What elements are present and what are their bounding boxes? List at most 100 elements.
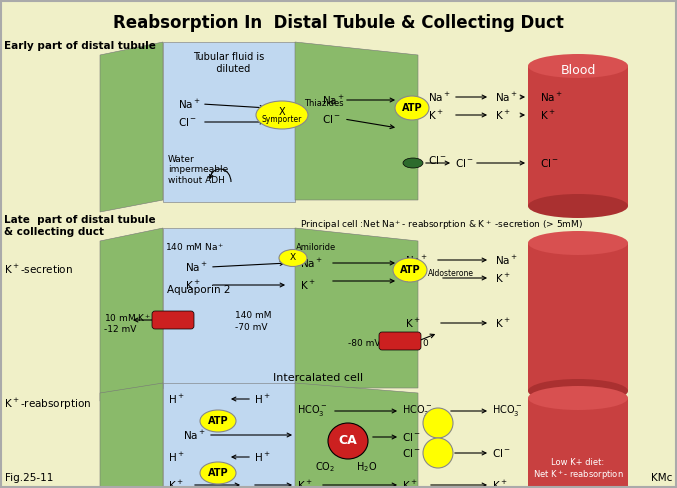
Text: Cl$^-$: Cl$^-$ (492, 447, 511, 459)
Ellipse shape (423, 408, 453, 438)
Text: ATP: ATP (401, 103, 422, 113)
Text: Na$^+$: Na$^+$ (178, 98, 201, 111)
Text: Intercalated cell: Intercalated cell (273, 373, 363, 383)
Text: H$_2$O: H$_2$O (356, 460, 377, 474)
Ellipse shape (395, 96, 429, 120)
Text: Aldosterone: Aldosterone (428, 268, 474, 278)
Text: ATP: ATP (399, 265, 420, 275)
FancyBboxPatch shape (379, 332, 421, 350)
Bar (528, 243, 628, 391)
Text: Thiazides: Thiazides (304, 100, 344, 108)
Text: X: X (279, 107, 285, 117)
Ellipse shape (528, 231, 628, 255)
Text: Low K+ diet:
Net K$^+$- reabsorption: Low K+ diet: Net K$^+$- reabsorption (533, 458, 624, 482)
Text: K$^+$: K$^+$ (495, 271, 510, 285)
Text: Cl$^-$: Cl$^-$ (455, 157, 474, 169)
Text: Cl$^-$: Cl$^-$ (322, 113, 341, 125)
Text: H$^+$: H$^+$ (168, 450, 185, 464)
Text: Water
impermeable
without ADH: Water impermeable without ADH (168, 155, 228, 185)
Text: K$^+$: K$^+$ (300, 279, 315, 291)
Text: 140 mM: 140 mM (235, 310, 271, 320)
Bar (163, 383, 295, 488)
Text: 10 mM K$^+$: 10 mM K$^+$ (104, 312, 152, 324)
Ellipse shape (279, 249, 307, 266)
Bar (528, 398, 628, 488)
Text: Cl$^-$: Cl$^-$ (428, 154, 447, 166)
Text: Cl$^-$: Cl$^-$ (540, 157, 559, 169)
Text: H$^+$: H$^+$ (168, 392, 185, 406)
Ellipse shape (200, 462, 236, 484)
Text: Fig.25-11: Fig.25-11 (5, 473, 53, 483)
Text: K$^+$: K$^+$ (428, 108, 443, 122)
Text: HCO$_3^-$: HCO$_3^-$ (492, 404, 522, 419)
Text: Na$^+$: Na$^+$ (540, 90, 563, 103)
Text: HCO$_3^-$: HCO$_3^-$ (402, 404, 432, 419)
Text: Symporter: Symporter (262, 115, 302, 123)
Ellipse shape (528, 54, 628, 78)
Text: Na$^+$: Na$^+$ (183, 428, 206, 442)
Polygon shape (100, 228, 163, 401)
Text: Na$^+$: Na$^+$ (495, 90, 518, 103)
Text: K$^+$-secretion: K$^+$-secretion (4, 263, 73, 276)
Text: CA: CA (338, 434, 357, 447)
Text: K$^+$: K$^+$ (402, 478, 418, 488)
Ellipse shape (256, 101, 308, 129)
Text: Aquaporin 2: Aquaporin 2 (167, 285, 230, 295)
Bar (163, 228, 295, 388)
Bar (163, 42, 295, 202)
Text: Na$^+$: Na$^+$ (405, 253, 428, 266)
Text: HCO$_3^-$: HCO$_3^-$ (297, 404, 327, 419)
Text: Tubular fluid is
   diluted: Tubular fluid is diluted (194, 52, 265, 74)
FancyBboxPatch shape (152, 311, 194, 329)
Ellipse shape (528, 386, 628, 410)
Text: -70 mV: -70 mV (235, 324, 267, 332)
Text: Na$^+$: Na$^+$ (495, 253, 518, 266)
Text: K$^+$: K$^+$ (495, 316, 510, 329)
Text: K$^+$: K$^+$ (492, 478, 508, 488)
Text: X: X (290, 252, 296, 262)
Text: Amiloride: Amiloride (296, 243, 336, 252)
Text: CO$_2$: CO$_2$ (315, 460, 335, 474)
Text: H$^+$: H$^+$ (254, 450, 271, 464)
Ellipse shape (528, 194, 628, 218)
Ellipse shape (393, 258, 427, 282)
Text: Blood: Blood (561, 63, 596, 77)
Text: Cl$^-$: Cl$^-$ (402, 431, 421, 443)
Text: -12 mV: -12 mV (104, 325, 136, 334)
Text: K$^+$: K$^+$ (540, 108, 556, 122)
Ellipse shape (200, 410, 236, 432)
Polygon shape (295, 42, 418, 200)
Text: Late  part of distal tubule
& collecting duct: Late part of distal tubule & collecting … (4, 215, 156, 237)
Text: K$^+$: K$^+$ (405, 316, 420, 329)
Polygon shape (295, 228, 418, 388)
Ellipse shape (528, 379, 628, 403)
Text: H$^+$: H$^+$ (254, 392, 271, 406)
Ellipse shape (328, 423, 368, 459)
Text: K$^+$: K$^+$ (495, 108, 510, 122)
Text: K$^+$-reabsorption: K$^+$-reabsorption (4, 397, 91, 412)
Text: Reabsorption In  Distal Tubule & Collecting Duct: Reabsorption In Distal Tubule & Collecti… (112, 14, 563, 32)
Text: Na$^+$: Na$^+$ (300, 257, 323, 269)
Text: ATP: ATP (208, 416, 228, 426)
Text: 0: 0 (422, 339, 428, 347)
Ellipse shape (403, 158, 423, 168)
Text: Na$^+$: Na$^+$ (185, 261, 208, 274)
Text: Na$^+$: Na$^+$ (428, 90, 451, 103)
Text: ATP: ATP (208, 468, 228, 478)
Text: Early part of distal tubule: Early part of distal tubule (4, 41, 156, 51)
Ellipse shape (423, 438, 453, 468)
Bar (528, 66, 628, 206)
Text: KMc: KMc (651, 473, 672, 483)
Text: Cl$^-$: Cl$^-$ (178, 116, 197, 128)
Polygon shape (295, 383, 418, 488)
Text: Cl$^-$: Cl$^-$ (402, 447, 421, 459)
Text: K$^+$: K$^+$ (168, 478, 183, 488)
Text: Principal cell :Net Na$^+$- reabsorption & K$^+$ -secretion (> 5mM): Principal cell :Net Na$^+$- reabsorption… (300, 218, 583, 232)
Polygon shape (100, 383, 163, 488)
Text: K$^+$: K$^+$ (297, 478, 313, 488)
Text: 140 mM Na$^+$: 140 mM Na$^+$ (165, 241, 225, 253)
Polygon shape (100, 42, 163, 212)
Text: K$^+$: K$^+$ (405, 271, 420, 285)
Text: Na$^+$: Na$^+$ (322, 93, 345, 106)
Text: -80 mV: -80 mV (348, 339, 380, 347)
